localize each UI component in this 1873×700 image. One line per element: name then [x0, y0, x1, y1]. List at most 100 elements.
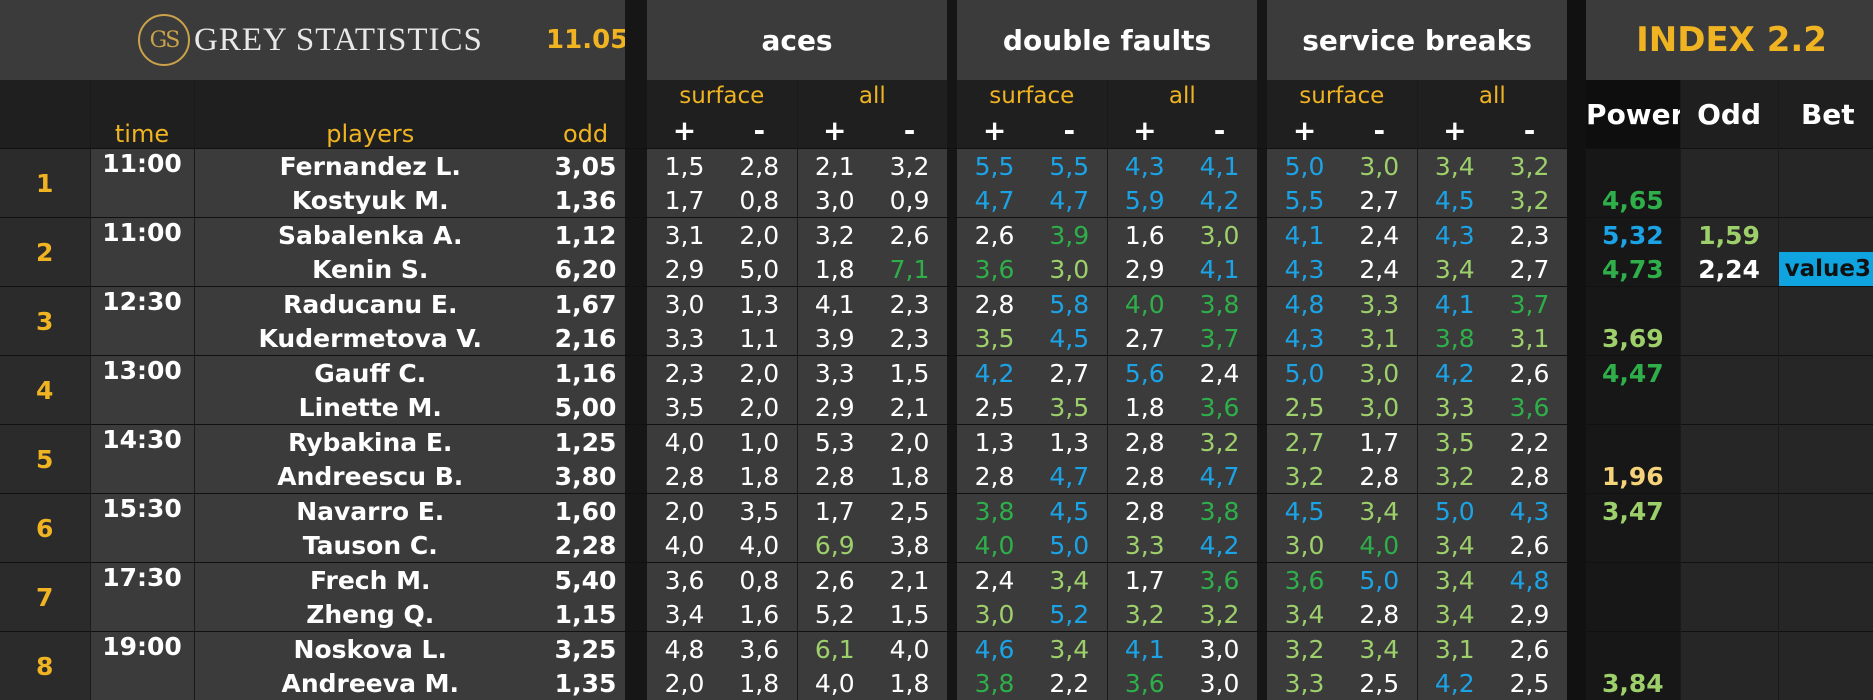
aces-surface-minus-value: 2,0 — [722, 218, 797, 253]
df-surface-label: surface — [957, 80, 1107, 112]
player-name: Kenin S. — [194, 252, 546, 287]
player-odd: 2,28 — [546, 528, 625, 563]
sb-all-plus-value: 3,8 — [1417, 321, 1492, 356]
sb-all-plus-value: 4,2 — [1417, 666, 1492, 700]
aces-surface-plus-header: + — [647, 112, 722, 149]
sb-all-minus-value: 4,3 — [1492, 494, 1567, 529]
df-surface-minus-value: 5,2 — [1032, 597, 1107, 632]
col-header-time: time — [90, 80, 194, 149]
match-number: 1 — [0, 149, 90, 218]
df-all-minus-value: 3,7 — [1182, 321, 1257, 356]
index-odd-header: Odd — [1680, 80, 1778, 149]
aces-surface-minus-value: 2,0 — [722, 356, 797, 391]
index-bet-cell — [1778, 356, 1873, 391]
df-all-plus-header: + — [1107, 112, 1182, 149]
aces-surface-plus-value: 2,9 — [647, 252, 722, 287]
gap-cell — [625, 321, 647, 356]
gap-cell — [625, 494, 647, 529]
gap-cell — [625, 459, 647, 494]
sb-surface-minus-value: 4,0 — [1342, 528, 1417, 563]
aces-surface-plus-value: 2,0 — [647, 494, 722, 529]
index-odd-value — [1680, 597, 1778, 632]
aces-surface-minus-value: 0,8 — [722, 183, 797, 218]
df-all-minus-value: 4,1 — [1182, 149, 1257, 184]
aces-surface-minus-value: 0,8 — [722, 563, 797, 598]
df-all-minus-value: 3,8 — [1182, 494, 1257, 529]
df-surface-minus-value: 5,8 — [1032, 287, 1107, 322]
df-surface-minus-value: 1,3 — [1032, 425, 1107, 460]
gap-cell — [947, 321, 957, 356]
player-name: Gauff C. — [194, 356, 546, 391]
player-name: Kudermetova V. — [194, 321, 546, 356]
aces-surface-plus-value: 1,7 — [647, 183, 722, 218]
sb-all-minus-value: 2,9 — [1492, 597, 1567, 632]
sb-surface-plus-value: 5,5 — [1267, 183, 1342, 218]
aces-all-minus-value: 2,3 — [872, 287, 947, 322]
gap-cell — [1257, 183, 1267, 218]
aces-all-plus-value: 6,1 — [797, 632, 872, 667]
gap-cell — [947, 632, 957, 667]
gap-cell — [1567, 149, 1586, 184]
df-all-plus-value: 2,8 — [1107, 425, 1182, 460]
aces-all-plus-value: 2,1 — [797, 149, 872, 184]
gap-cell — [947, 459, 957, 494]
df-all-plus-value: 2,8 — [1107, 459, 1182, 494]
aces-surface-plus-value: 3,1 — [647, 218, 722, 253]
aces-surface-minus-value: 3,5 — [722, 494, 797, 529]
aces-surface-minus-value: 4,0 — [722, 528, 797, 563]
player-odd: 1,15 — [546, 597, 625, 632]
df-all-minus-value: 4,7 — [1182, 459, 1257, 494]
df-all-minus-value: 3,0 — [1182, 632, 1257, 667]
df-all-plus-value: 5,6 — [1107, 356, 1182, 391]
player-name: Zheng Q. — [194, 597, 546, 632]
sb-all-minus-value: 3,2 — [1492, 183, 1567, 218]
aces-all-plus-value: 5,3 — [797, 425, 872, 460]
df-surface-minus-value: 3,4 — [1032, 563, 1107, 598]
gap-cell — [1567, 218, 1586, 253]
sb-all-minus-value: 2,6 — [1492, 632, 1567, 667]
df-all-plus-value: 3,2 — [1107, 597, 1182, 632]
aces-all-minus-value: 2,5 — [872, 494, 947, 529]
match-number: 3 — [0, 287, 90, 356]
sb-all-minus-value: 2,5 — [1492, 666, 1567, 700]
sb-all-minus-value: 3,7 — [1492, 287, 1567, 322]
index-odd-value: 2,24 — [1680, 252, 1778, 287]
player-odd: 3,25 — [546, 632, 625, 667]
gap-cell — [625, 287, 647, 322]
df-all-plus-value: 2,8 — [1107, 494, 1182, 529]
index-power-value: 4,65 — [1586, 183, 1680, 218]
gap-cell — [1257, 459, 1267, 494]
player-odd: 2,16 — [546, 321, 625, 356]
bet-value-tag: value3 — [1779, 252, 1873, 286]
gap-cell — [1257, 494, 1267, 529]
sb-surface-minus-header: - — [1342, 112, 1417, 149]
df-all-minus-value: 3,6 — [1182, 563, 1257, 598]
index-bet-cell — [1778, 321, 1873, 356]
index-bet-cell — [1778, 597, 1873, 632]
index-power-value — [1586, 563, 1680, 598]
sb-surface-minus-value: 2,8 — [1342, 459, 1417, 494]
gap-cell — [625, 632, 647, 667]
index-power-value — [1586, 632, 1680, 667]
sb-all-minus-value: 2,6 — [1492, 356, 1567, 391]
aces-all-plus-value: 1,7 — [797, 494, 872, 529]
aces-surface-plus-value: 4,0 — [647, 528, 722, 563]
index-odd-value — [1680, 425, 1778, 460]
index-odd-value — [1680, 390, 1778, 425]
index-bet-cell — [1778, 666, 1873, 700]
df-all-minus-value: 3,0 — [1182, 666, 1257, 700]
player-odd: 1,67 — [546, 287, 625, 322]
aces-surface-minus-value: 1,8 — [722, 666, 797, 700]
player-odd: 3,80 — [546, 459, 625, 494]
index-power-value — [1586, 425, 1680, 460]
match-number: 4 — [0, 356, 90, 425]
